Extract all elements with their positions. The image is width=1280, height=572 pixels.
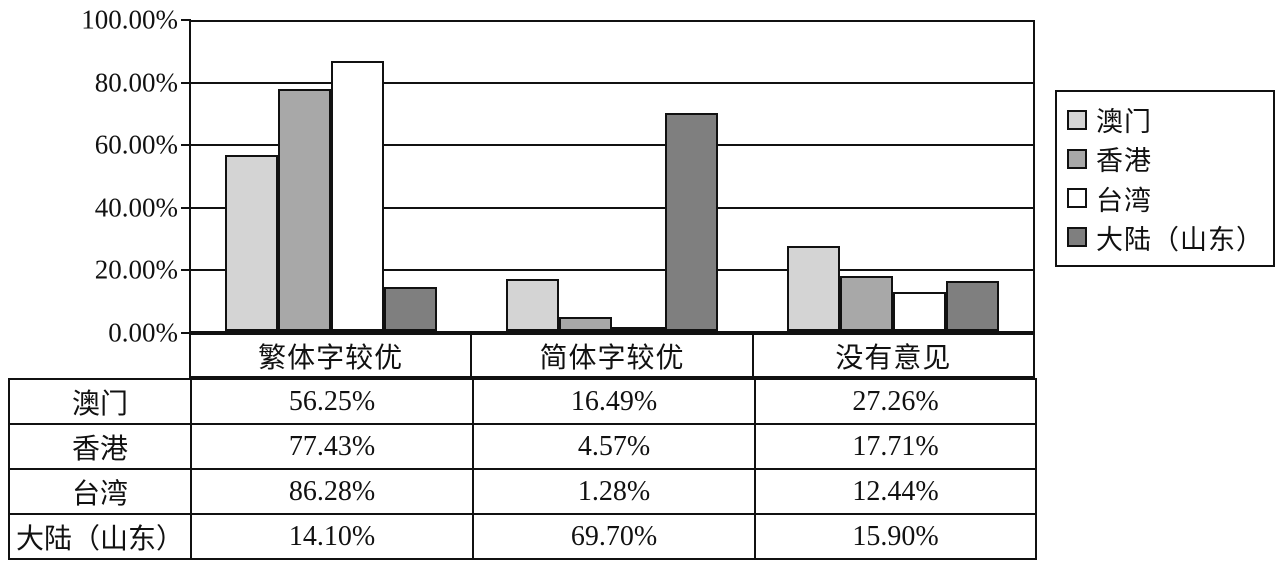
table-cell: 4.57% xyxy=(472,423,756,470)
row-label: 台湾 xyxy=(8,468,192,515)
y-tick-mark xyxy=(181,144,191,147)
row-label: 香港 xyxy=(8,423,192,470)
plot-area xyxy=(189,20,1035,333)
row-label: 大陆（山东） xyxy=(8,513,192,560)
bar-澳门-繁体字较优 xyxy=(225,154,279,331)
y-tick-label: 20.00% xyxy=(94,254,178,285)
bar-大陆（山东）-简体字较优 xyxy=(665,112,718,331)
table-cell: 17.71% xyxy=(754,423,1037,470)
y-tick-label: 100.00% xyxy=(81,4,178,35)
y-tick-mark xyxy=(181,81,191,84)
data-table: 澳门 56.25% 16.49% 27.26% 香港 77.43% 4.57% 17.71% 台… xyxy=(8,378,1037,560)
legend-label: 大陆（山东） xyxy=(1096,224,1264,255)
gridline xyxy=(191,20,1033,22)
gridline xyxy=(191,206,1033,209)
table-cell: 1.28% xyxy=(472,468,756,515)
bar-澳门-没有意见 xyxy=(786,245,840,331)
gridline xyxy=(191,81,1033,84)
legend-label: 澳门 xyxy=(1096,107,1152,138)
bar-香港-繁体字较优 xyxy=(278,88,332,331)
table-cell: 16.49% xyxy=(472,378,756,425)
table-cell: 15.90% xyxy=(754,513,1037,560)
bar-香港-没有意见 xyxy=(839,275,893,331)
y-tick-mark xyxy=(181,269,191,272)
bar-台湾-繁体字较优 xyxy=(331,60,385,331)
table-cell: 86.28% xyxy=(190,468,474,515)
y-tick-mark xyxy=(181,206,191,209)
y-tick-mark xyxy=(181,332,191,334)
legend-item: 台湾 xyxy=(1067,179,1263,218)
table-cell: 27.26% xyxy=(754,378,1037,425)
legend: 澳门香港台湾大陆（山东） xyxy=(1055,90,1275,267)
table-row: 台湾 86.28% 1.28% 12.44% xyxy=(8,468,1037,515)
table-cell: 12.44% xyxy=(754,468,1037,515)
gridline xyxy=(191,144,1033,147)
bar-大陆（山东）-繁体字较优 xyxy=(384,286,438,331)
x-axis-category-header-row: 繁体字较优 简体字较优 没有意见 xyxy=(189,333,1035,378)
gridline xyxy=(191,269,1033,272)
table-cell: 69.70% xyxy=(472,513,756,560)
bar-香港-简体字较优 xyxy=(559,316,612,331)
category-header-cell: 繁体字较优 xyxy=(258,342,404,374)
table-row: 大陆（山东） 14.10% 69.70% 15.90% xyxy=(8,513,1037,560)
bar-大陆（山东）-没有意见 xyxy=(945,281,999,331)
category-header-cell: 简体字较优 xyxy=(470,335,751,376)
legend-item: 澳门 xyxy=(1067,100,1263,139)
legend-swatch xyxy=(1067,188,1087,209)
table-row: 澳门 56.25% 16.49% 27.26% xyxy=(8,378,1037,425)
legend-swatch xyxy=(1067,227,1087,248)
legend-item: 香港 xyxy=(1067,139,1263,178)
legend-item: 大陆（山东） xyxy=(1067,218,1263,257)
y-axis: 100.00% 80.00% 60.00% 40.00% 20.00% 0.00% xyxy=(0,0,184,360)
y-tick-label: 0.00% xyxy=(108,317,178,348)
category-header-cell: 没有意见 xyxy=(751,335,1033,376)
y-tick-label: 60.00% xyxy=(94,129,178,160)
table-cell: 14.10% xyxy=(190,513,474,560)
legend-swatch xyxy=(1067,148,1087,169)
table-cell: 56.25% xyxy=(190,378,474,425)
bar-台湾-简体字较优 xyxy=(612,327,665,331)
y-tick-label: 80.00% xyxy=(94,67,178,98)
data-table-body: 澳门 56.25% 16.49% 27.26% 香港 77.43% 4.57% 17.71% 台… xyxy=(8,378,1037,560)
y-tick-label: 40.00% xyxy=(94,192,178,223)
legend-swatch xyxy=(1067,109,1087,130)
bar-澳门-简体字较优 xyxy=(506,279,559,331)
legend-label: 香港 xyxy=(1096,146,1152,177)
y-tick-mark xyxy=(181,19,191,21)
bar-台湾-没有意见 xyxy=(892,292,946,331)
table-cell: 77.43% xyxy=(190,423,474,470)
table-row: 香港 77.43% 4.57% 17.71% xyxy=(8,423,1037,470)
legend-label: 台湾 xyxy=(1096,185,1152,216)
row-label: 澳门 xyxy=(8,378,192,425)
